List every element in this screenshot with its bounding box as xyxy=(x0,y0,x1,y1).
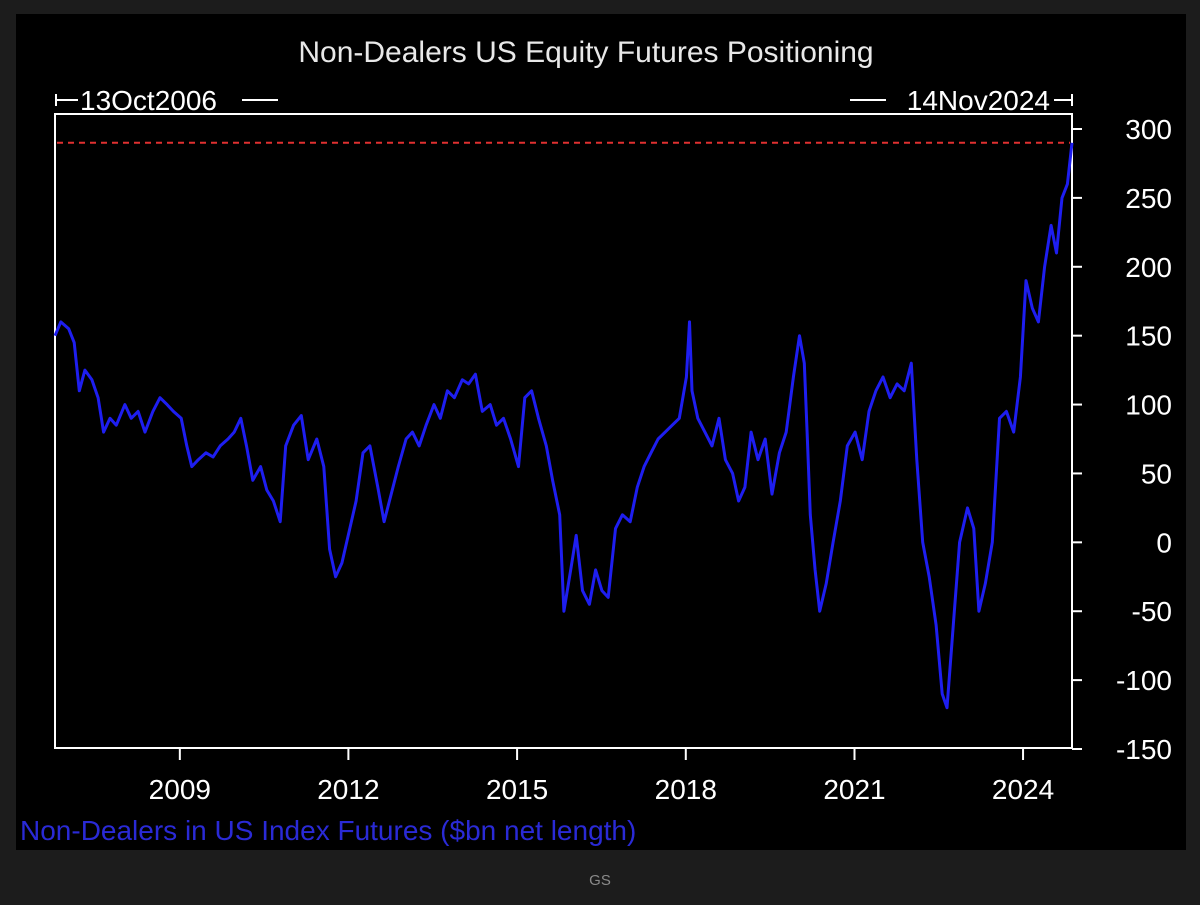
x-tick-label: 2024 xyxy=(992,774,1054,805)
plot-area-border xyxy=(54,113,1073,749)
source-credit: GS xyxy=(589,872,611,889)
start-date-label: 13Oct2006 xyxy=(80,85,217,116)
end-date-label: 14Nov2024 xyxy=(907,85,1050,116)
y-tick-label: 150 xyxy=(1125,321,1172,352)
x-tick-label: 2009 xyxy=(149,774,211,805)
y-tick-label: 100 xyxy=(1125,390,1172,421)
y-tick-label: 300 xyxy=(1125,114,1172,145)
x-tick-label: 2015 xyxy=(486,774,548,805)
y-tick-label: 250 xyxy=(1125,183,1172,214)
x-axis: 2009 2012 2015 2018 2021 2024 xyxy=(149,748,1054,805)
series-line-non-dealers xyxy=(53,142,1074,710)
date-range-bar-right: 14Nov2024 xyxy=(850,85,1073,116)
chart-panel: Non-Dealers US Equity Futures Positionin… xyxy=(16,14,1186,850)
series-label: Non-Dealers in US Index Futures ($bn net… xyxy=(20,815,636,846)
x-tick-label: 2021 xyxy=(823,774,885,805)
y-tick-label: -100 xyxy=(1116,665,1172,696)
chart-title: Non-Dealers US Equity Futures Positionin… xyxy=(298,36,873,69)
y-tick-label: 50 xyxy=(1141,458,1172,489)
y-tick-label: 200 xyxy=(1125,252,1172,283)
equity-futures-positioning-chart: Non-Dealers US Equity Futures Positionin… xyxy=(20,36,1172,846)
y-axis: 300 250 200 150 100 50 0 -50 -100 -150 xyxy=(1072,114,1172,765)
y-tick-label: -150 xyxy=(1116,734,1172,765)
x-tick-label: 2018 xyxy=(655,774,717,805)
y-tick-label: -50 xyxy=(1132,596,1172,627)
x-tick-label: 2012 xyxy=(317,774,379,805)
date-range-bar-left: 13Oct2006 xyxy=(55,85,278,116)
y-tick-label: 0 xyxy=(1156,527,1172,558)
